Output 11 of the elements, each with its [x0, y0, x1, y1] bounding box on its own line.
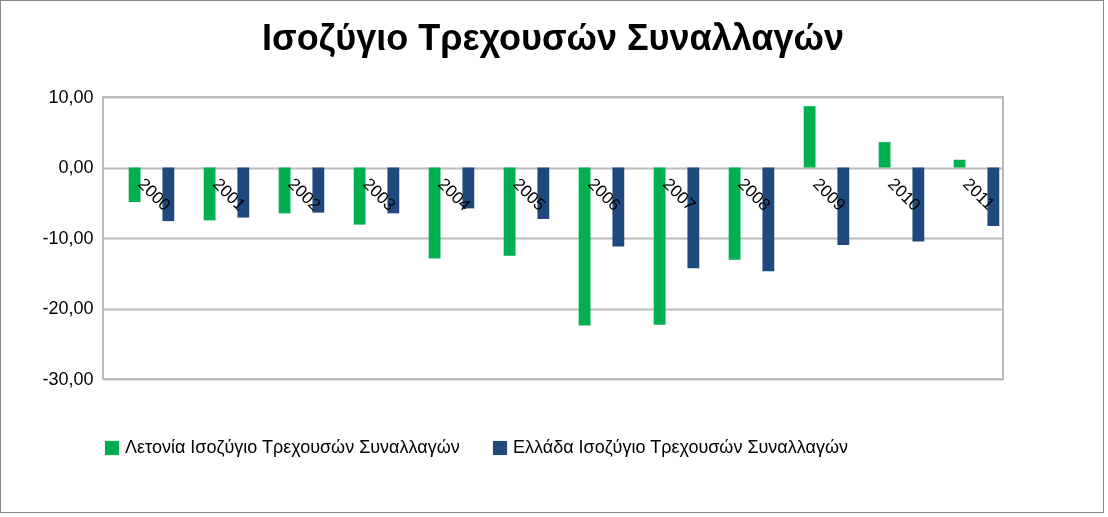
legend-label: Ελλάδα Ισοζύγιο Τρεχουσών Συναλλαγών: [513, 437, 848, 457]
y-tick-label: 10,00: [48, 86, 94, 107]
y-tick-label: -20,00: [42, 298, 94, 318]
legend-label: Λετονία Ισοζύγιο Τρεχουσών Συναλλαγών: [125, 437, 460, 457]
bar: [953, 159, 966, 168]
y-tick-label: -10,00: [42, 227, 94, 248]
chart-title: Ισοζύγιο Τρεχουσών Συναλλαγών: [262, 17, 844, 58]
bar: [878, 142, 891, 168]
y-tick-label: -30,00: [42, 368, 94, 389]
bar: [803, 106, 816, 168]
y-tick-label: 0,00: [58, 157, 94, 177]
